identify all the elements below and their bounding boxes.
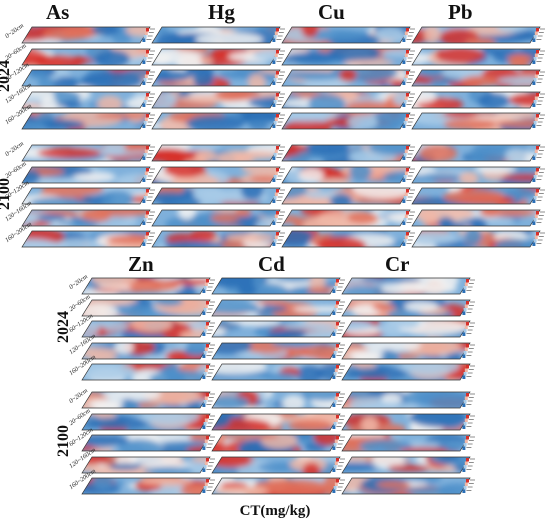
contour-panel-hg: [151, 209, 294, 230]
contour-panel-as: [21, 230, 164, 251]
contour-panel-zn: [81, 391, 224, 412]
metal-title-pb: Pb: [448, 0, 473, 24]
contour-panel-as: [21, 187, 164, 208]
contour-panel-cu: [281, 26, 424, 47]
contour-panel-as: [21, 166, 164, 187]
metal-title-as: As: [46, 0, 70, 24]
contour-panel-cr: [341, 413, 484, 434]
contour-panel-cu: [281, 187, 424, 208]
contour-panel-pb: [411, 166, 550, 187]
contour-panel-cd: [211, 299, 354, 320]
unit-label: CT(mg/kg): [239, 503, 311, 519]
contour-panel-hg: [151, 69, 294, 90]
contour-panel-pb: [411, 91, 550, 112]
contour-panel-cr: [341, 320, 484, 341]
contour-panel-cu: [281, 48, 424, 69]
metal-title-cd: Cd: [258, 252, 285, 276]
contour-panel-pb: [411, 69, 550, 90]
contour-panel-cd: [211, 277, 354, 298]
contour-panel-cu: [281, 144, 424, 165]
contour-panel-as: [21, 112, 164, 133]
contour-panel-cd: [211, 391, 354, 412]
contour-panel-zn: [81, 477, 224, 498]
contour-panel-cu: [281, 209, 424, 230]
contour-panel-zn: [81, 342, 224, 363]
contour-panel-cr: [341, 477, 484, 498]
contour-panel-as: [21, 48, 164, 69]
contour-panel-cr: [341, 299, 484, 320]
contour-panel-pb: [411, 209, 550, 230]
contour-panel-cr: [341, 277, 484, 298]
contour-panel-cd: [211, 320, 354, 341]
metal-title-hg: Hg: [208, 0, 235, 24]
contour-panel-zn: [81, 413, 224, 434]
contour-panel-pb: [411, 230, 550, 251]
contour-panel-cd: [211, 413, 354, 434]
contour-panel-as: [21, 26, 164, 47]
contour-panel-pb: [411, 48, 550, 69]
contour-panel-cr: [341, 391, 484, 412]
contour-panel-as: [21, 91, 164, 112]
contour-panel-zn: [81, 456, 224, 477]
contour-panel-cu: [281, 112, 424, 133]
contour-panel-cu: [281, 91, 424, 112]
contour-panel-cr: [341, 342, 484, 363]
contour-panel-hg: [151, 26, 294, 47]
contour-panel-cd: [211, 342, 354, 363]
metal-title-cr: Cr: [385, 252, 410, 276]
contour-panel-cu: [281, 230, 424, 251]
contour-panel-zn: [81, 299, 224, 320]
contour-panel-cd: [211, 477, 354, 498]
contour-panel-cr: [341, 363, 484, 384]
contour-panel-as: [21, 144, 164, 165]
metal-title-cu: Cu: [318, 0, 345, 24]
contour-panel-as: [21, 209, 164, 230]
contour-panel-cu: [281, 69, 424, 90]
contour-panel-zn: [81, 320, 224, 341]
contour-panel-pb: [411, 26, 550, 47]
contour-panel-cd: [211, 456, 354, 477]
contour-panel-pb: [411, 112, 550, 133]
contour-panel-cd: [211, 363, 354, 384]
contour-panel-hg: [151, 91, 294, 112]
contour-panel-pb: [411, 187, 550, 208]
contour-panel-cu: [281, 166, 424, 187]
contour-panel-cd: [211, 434, 354, 455]
contour-panel-as: [21, 69, 164, 90]
contour-panel-cr: [341, 434, 484, 455]
contour-panel-hg: [151, 166, 294, 187]
contour-panel-hg: [151, 230, 294, 251]
contour-panel-hg: [151, 187, 294, 208]
contour-panel-zn: [81, 363, 224, 384]
contour-panel-zn: [81, 434, 224, 455]
contour-panel-hg: [151, 144, 294, 165]
metal-title-zn: Zn: [128, 252, 154, 276]
contour-panel-cr: [341, 456, 484, 477]
contour-panel-zn: [81, 277, 224, 298]
contour-panel-pb: [411, 144, 550, 165]
contour-panel-hg: [151, 112, 294, 133]
contour-panel-hg: [151, 48, 294, 69]
